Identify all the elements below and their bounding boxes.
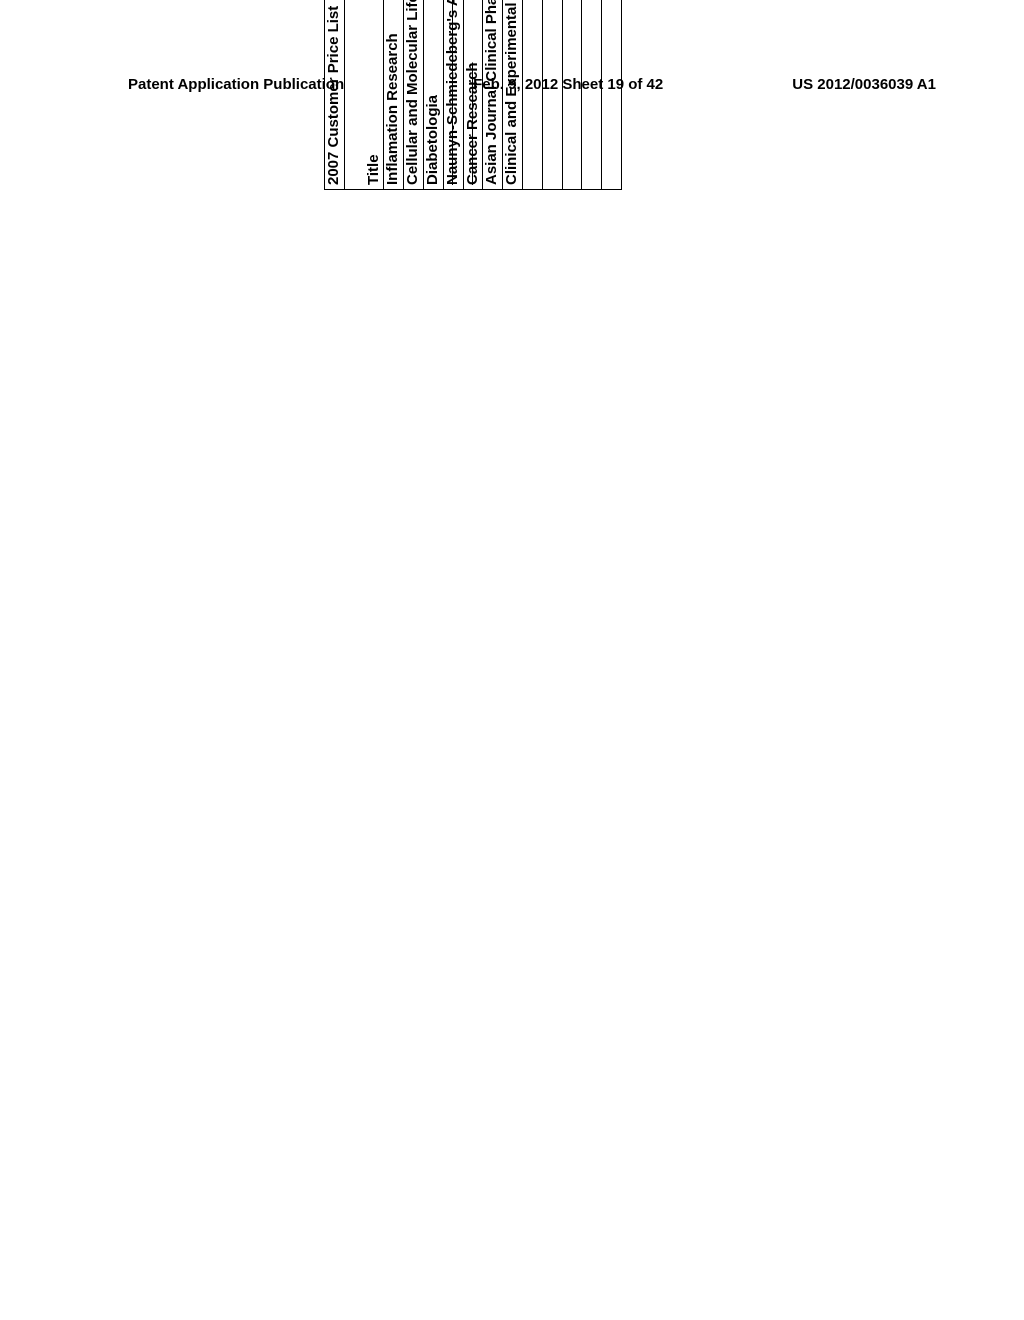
col-title: Title [344, 0, 384, 190]
table-row: Asian Journal Clinical Pharmacology$2,65… [483, 0, 503, 190]
subtotal-empty-title [522, 0, 542, 190]
cell-title: Asian Journal Clinical Pharmacology [483, 0, 503, 190]
cell-title: Cellular and Molecular Life Sciences CML… [404, 0, 424, 190]
header-right: US 2012/0036039 A1 [792, 76, 936, 93]
table-row: Cellular and Molecular Life Sciences CML… [404, 0, 424, 190]
table-row: Diabetologia$1,601.00$1,601.00$63.00O$1,… [423, 0, 443, 190]
cell-title: Clinical and Experimental Medicine [503, 0, 523, 190]
summary-row: Total Cost:$13,977.64 [602, 0, 622, 190]
price-list-table: 2007 Customer Price List Title Print Onl… [324, 0, 622, 190]
figure-label: Fig. 18 [290, 0, 316, 190]
figure-area: Fig. 18 2007 Customer Price List Title P… [290, 0, 622, 190]
table-row: Clinical and Experimental Medicine$879.8… [503, 0, 523, 190]
page: Patent Application Publication Feb. 9, 2… [0, 0, 1024, 1320]
summary-row: Total Print Cost:$5,578.24 [542, 0, 562, 190]
summary-row: Total Online Cost:$8,246.40 [582, 0, 602, 190]
cell-title: Naunyn-Schmiedeberg's Archives of Pharma [443, 0, 463, 190]
table-header-row-1: Title Print Online Yearly Postage P\O\B … [344, 0, 364, 190]
table-row: Cancer Research$3,500.40$3,500.40$43.00O… [463, 0, 483, 190]
table-row: Inflamation Research$2,045.14$2,045.14$7… [384, 0, 404, 190]
table-row: Naunyn-Schmiedeberg's Archives of Pharma… [443, 0, 463, 190]
subtotal-row: $13,977.64 [522, 0, 542, 190]
table-caption: 2007 Customer Price List [325, 0, 345, 190]
table-caption-row: 2007 Customer Price List [325, 0, 345, 190]
cell-title: Cancer Research [463, 0, 483, 190]
summary-row: Postage Cost:$153.00 [562, 0, 582, 190]
cell-title: Inflamation Research [384, 0, 404, 190]
cell-title: Diabetologia [423, 0, 443, 190]
